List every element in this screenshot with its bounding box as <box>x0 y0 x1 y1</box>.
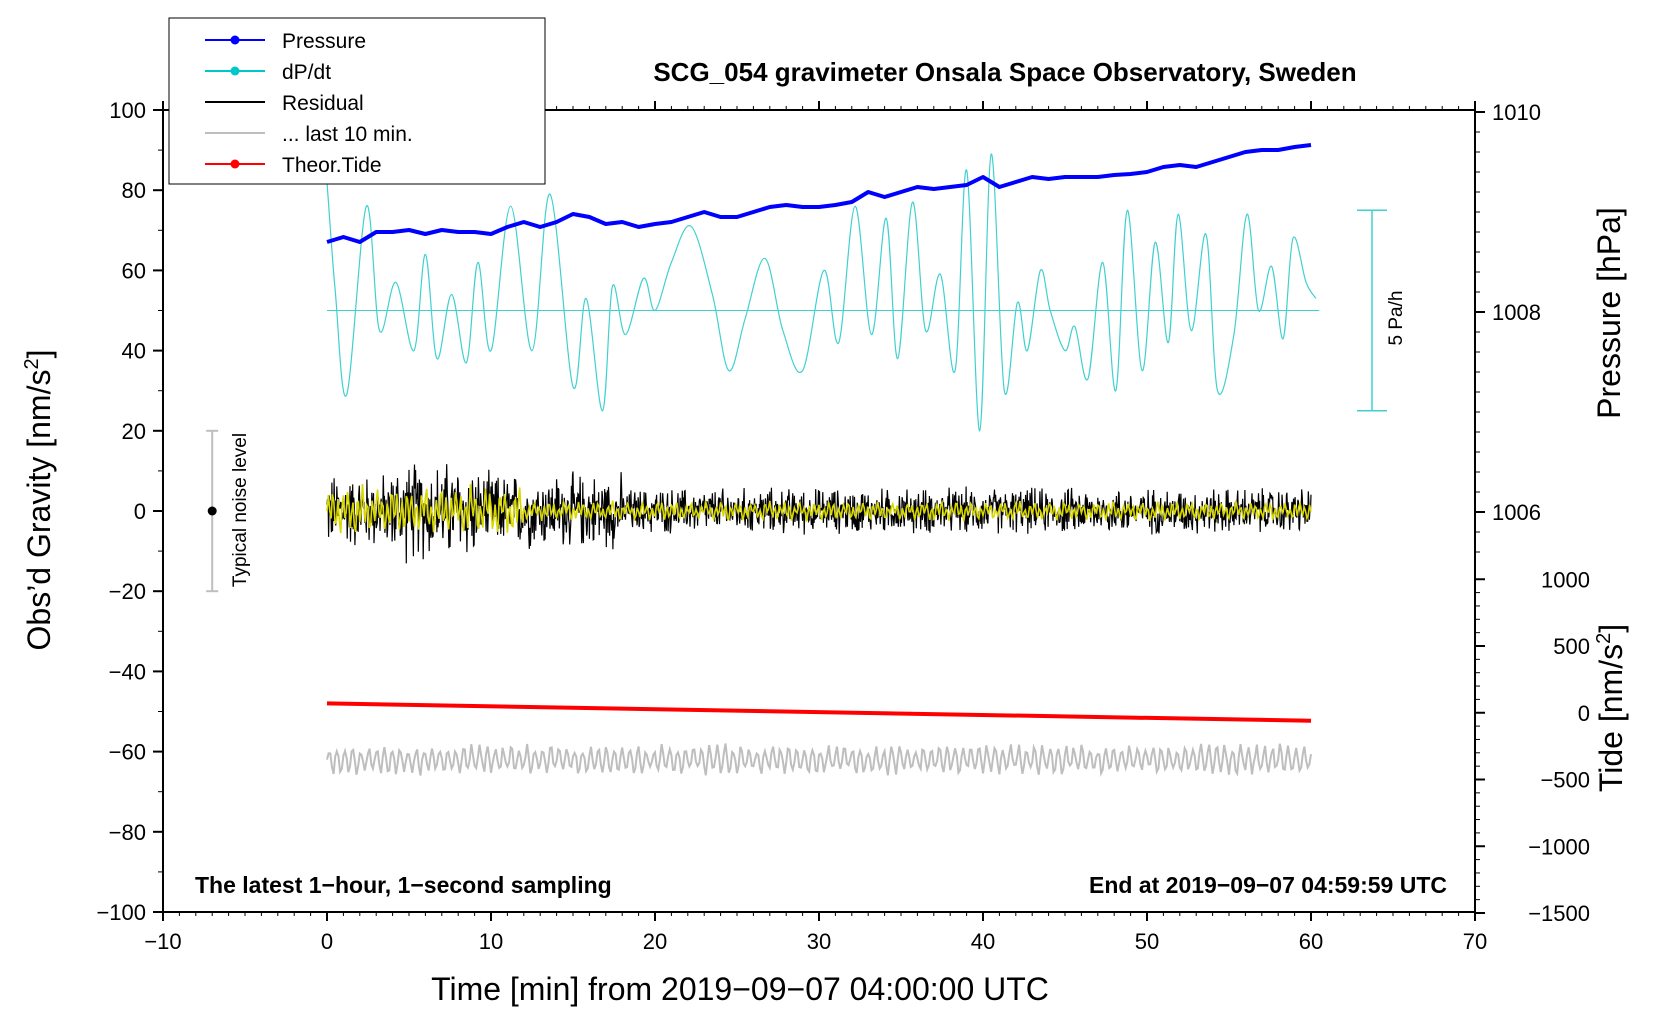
legend-label: Pressure <box>282 30 366 53</box>
x-tick-label: 40 <box>971 929 995 954</box>
x-tick-label: 70 <box>1463 929 1487 954</box>
residual-lowpass-line <box>326 484 1312 534</box>
noise-level-label: Typical noise level <box>230 433 251 587</box>
y-axis-label-left-text: Obs’d Gravity [nm/s <box>21 370 57 651</box>
x-tick-label: 50 <box>1135 929 1159 954</box>
chart-title: SCG_054 gravimeter Onsala Space Observat… <box>653 57 1356 87</box>
y-axis-label-tide-end: ] <box>1593 624 1629 633</box>
pressure-tick-label: 1006 <box>1492 500 1541 525</box>
x-tick-label: −10 <box>144 929 181 954</box>
noise-bar-center-dot <box>207 506 217 516</box>
y-tick-label: −100 <box>96 900 146 925</box>
y-axis-label-tide-sup: 2 <box>1593 633 1615 644</box>
y-tick-label: 60 <box>122 258 146 283</box>
tide-tick-label: −1000 <box>1528 834 1590 859</box>
legend-label: Residual <box>282 92 364 115</box>
x-tick-label: 30 <box>807 929 831 954</box>
theor-tide-line <box>326 701 1312 723</box>
annotation-end-time: End at 2019−09−07 04:59:59 UTC <box>1089 872 1447 898</box>
x-tick-label: 20 <box>643 929 667 954</box>
y-axis-label-tide: Tide [nm/s2] <box>1593 624 1629 792</box>
plot-series <box>206 143 1387 778</box>
tide-tick-label: 500 <box>1553 634 1590 659</box>
y-axis-label-left-end: ] <box>21 350 57 359</box>
legend: Pressure dP/dt Residual ... last 10 min. The… <box>168 17 546 185</box>
legend-label: dP/dt <box>282 61 331 84</box>
dpdt-line <box>326 153 1317 432</box>
y-axis-label-pressure: Pressure [hPa] <box>1591 207 1627 419</box>
y-axis-label-left-sup: 2 <box>21 358 43 369</box>
tide-tick-label: −500 <box>1540 768 1590 793</box>
pressure-tick-label: 1010 <box>1492 100 1541 125</box>
y-tick-label: −40 <box>109 659 146 684</box>
tide-tick-label: 0 <box>1578 701 1590 726</box>
y-axis-label-tide-text: Tide [nm/s <box>1593 644 1629 792</box>
x-tick-label: 60 <box>1299 929 1323 954</box>
last-10-min-line <box>326 743 1312 778</box>
legend-marker <box>230 35 240 45</box>
legend-label: Theor.Tide <box>282 154 382 177</box>
y-axis-label-left: Obs’d Gravity [nm/s2] <box>21 350 57 651</box>
x-tick-label: 10 <box>479 929 503 954</box>
x-tick-label: 0 <box>321 929 333 954</box>
axis-tick-labels: −10 0 10 20 30 40 50 60 70−100−80−60−40−20020406… <box>96 98 1590 954</box>
y-tick-label: 40 <box>122 339 146 364</box>
legend-label: ... last 10 min. <box>282 123 413 146</box>
axis-ticks <box>153 101 1485 921</box>
legend-marker <box>230 66 240 76</box>
legend-marker <box>230 159 240 169</box>
y-tick-label: 20 <box>122 419 146 444</box>
y-tick-label: 80 <box>122 178 146 203</box>
y-tick-label: 100 <box>109 98 146 123</box>
pressure-line <box>326 143 1312 244</box>
pressure-tick-label: 1008 <box>1492 300 1541 325</box>
annotation-sampling: The latest 1−hour, 1−second sampling <box>195 872 612 898</box>
y-tick-label: −20 <box>109 579 146 604</box>
x-axis-label: Time [min] from 2019−09−07 04:00:00 UTC <box>431 971 1049 1007</box>
tide-tick-label: 1000 <box>1541 567 1590 592</box>
y-tick-label: −60 <box>109 740 146 765</box>
scale-bar-label: 5 Pa/h <box>1386 291 1407 346</box>
y-tick-label: −80 <box>109 820 146 845</box>
tide-tick-label: −1500 <box>1528 901 1590 926</box>
y-tick-label: 0 <box>134 499 146 524</box>
